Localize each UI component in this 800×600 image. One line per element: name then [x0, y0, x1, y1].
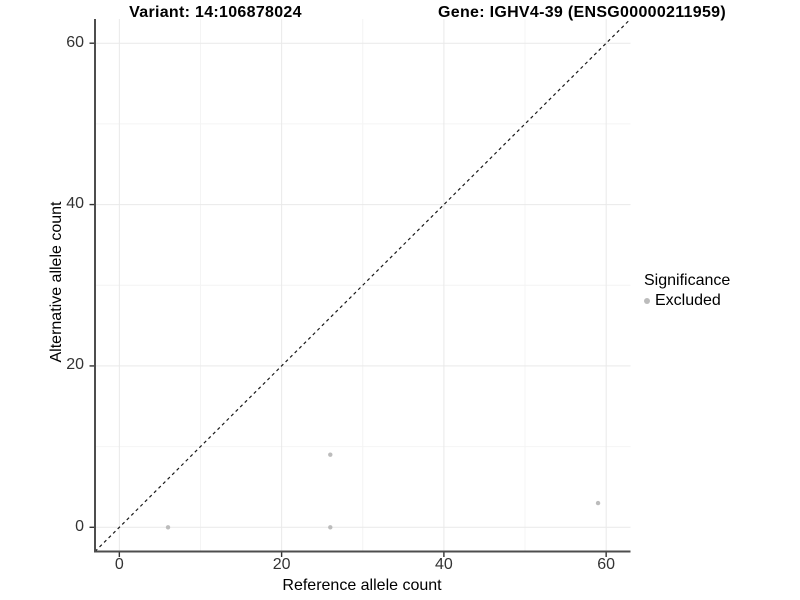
- y-tick-label: 40: [66, 195, 84, 213]
- data-point: [328, 525, 333, 530]
- excluded-point-icon: [644, 298, 650, 304]
- variant-title: Variant: 14:106878024: [129, 4, 302, 21]
- y-tick-label: 60: [66, 33, 84, 51]
- data-point: [165, 525, 171, 530]
- legend-title: Significance: [644, 272, 731, 289]
- legend: Significance Excluded: [644, 272, 730, 310]
- legend-entry-label: Excluded: [655, 292, 721, 309]
- data-point: [328, 452, 333, 457]
- x-tick-label: 60: [597, 556, 616, 573]
- x-tick-label: 20: [272, 556, 291, 573]
- legend-entry-excluded: Excluded: [644, 292, 730, 310]
- data-point: [595, 500, 601, 506]
- x-tick-label: 40: [434, 556, 453, 573]
- y-tick-label: 0: [75, 517, 84, 535]
- x-axis-title: Reference allele count: [282, 577, 442, 594]
- y-tick-label: 20: [66, 356, 84, 374]
- x-tick-label: 0: [114, 556, 124, 573]
- identity-dashed-line: [94, 18, 631, 552]
- gene-title: Gene: IGHV4-39 (ENSG00000211959): [438, 4, 726, 21]
- y-axis-title: Alternative allele count: [48, 201, 65, 363]
